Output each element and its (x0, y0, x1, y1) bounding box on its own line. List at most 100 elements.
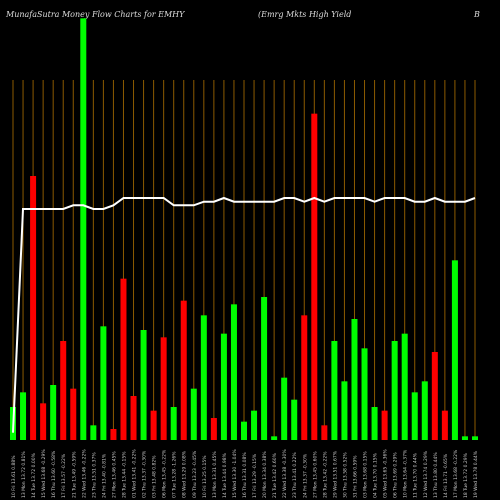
money-flow-bar (391, 341, 398, 440)
money-flow-bar (150, 410, 157, 440)
x-tick-label: 03 Fri 13.48 0.82% (152, 455, 158, 498)
money-flow-bar (401, 333, 408, 440)
x-tick-label: 05 Wed 13.65 -0.36% (383, 449, 389, 498)
money-flow-bar (40, 403, 47, 440)
money-flow-bar (271, 436, 278, 440)
x-tick-label: 22 Wed 13.46 -0.22% (81, 449, 87, 498)
money-flow-bars (10, 18, 478, 441)
money-flow-bar (321, 425, 328, 440)
x-tick-label: 13 Mon 13.72 0.81% (21, 451, 27, 498)
x-tick-label: 17 Fri 13.57 -0.22% (61, 453, 67, 498)
price-line-layer (12, 196, 476, 433)
x-tick-label: 16 Thu 13.31 0.08% (242, 452, 248, 498)
money-flow-bar (70, 388, 77, 440)
x-tick-label: 19 Wed 13.78 0.44% (473, 450, 479, 498)
x-tick-label: 23 Thu 13.41 0.22% (292, 452, 298, 498)
x-tick-label: 14 Fri 13.71 -0.65% (443, 453, 449, 498)
money-flow-bar (130, 396, 137, 440)
x-tick-label: 12 Wed 13.74 0.29% (423, 450, 429, 498)
money-flow-bar (351, 319, 358, 440)
x-tick-label: 10 Fri 13.25 0.15% (202, 455, 208, 498)
x-tick-label: 28 Tue 13.42 -0.22% (322, 451, 328, 498)
money-flow-bar (291, 399, 298, 440)
x-tick-label: 18 Tue 13.72 0.29% (463, 452, 469, 498)
x-tick-label: 29 Wed 13.51 0.67% (332, 450, 338, 498)
money-flow-bar (100, 326, 107, 440)
x-tick-label: 15 Wed 13.30 -1.04% (232, 449, 238, 498)
money-flow-bar (210, 418, 217, 440)
x-tick-label: 11 Tue 13.70 0.44% (413, 452, 419, 498)
money-flow-bar (301, 315, 308, 440)
chart-title-end: B (474, 10, 480, 19)
money-flow-bar (441, 410, 448, 440)
money-flow-bar (140, 330, 147, 440)
x-tick-label: 06 Mon 13.45 -0.22% (162, 449, 168, 498)
x-tick-label: 01 Wed 13.41 -0.22% (132, 449, 138, 498)
x-tick-label: 08 Wed 13.29 0.08% (182, 450, 188, 498)
money-flow-bar (411, 392, 418, 440)
x-tick-label: 27 Mon 13.45 0.60% (312, 451, 318, 498)
x-tick-label: 14 Tue 13.44 0.98% (222, 452, 228, 498)
money-flow-bar (110, 429, 117, 440)
money-flow-bar (30, 176, 37, 440)
money-flow-bar (311, 113, 318, 441)
money-flow-bar (461, 436, 468, 440)
money-flow-bar (241, 421, 247, 440)
x-tick-label: 09 Thu 13.23 -0.45% (192, 450, 198, 498)
x-tick-label: 10 Fri 13.61 0.88% (11, 455, 17, 498)
money-flow-bar (421, 381, 428, 440)
price-line (12, 196, 476, 433)
money-flow-bar (160, 337, 167, 440)
money-flow-bar (170, 407, 177, 440)
money-flow-bar (190, 388, 197, 440)
x-tick-label: 24 Fri 13.37 -0.30% (302, 453, 308, 498)
x-tick-label: 03 Mon 13.68 0.15% (363, 451, 369, 498)
money-flow-bar (281, 377, 288, 440)
x-tick-label: 06 Thu 13.69 0.29% (393, 452, 399, 498)
x-tick-label: 22 Wed 13.38 -0.30% (282, 449, 288, 498)
money-flow-bar (120, 278, 127, 440)
money-flow-bar (251, 410, 258, 440)
x-tick-label: 30 Thu 13.58 0.52% (342, 452, 348, 498)
money-flow-bar (180, 300, 187, 440)
x-tick-label: 04 Tue 13.70 0.15% (373, 452, 379, 498)
money-flow-bar (200, 315, 207, 440)
money-flow-bar (341, 381, 348, 440)
x-tick-label: 10 Mon 13.64 -0.37% (403, 449, 409, 498)
x-tick-label: 07 Tue 13.28 -1.26% (172, 451, 178, 498)
x-tick-label: 23 Thu 13.51 0.37% (91, 452, 97, 498)
chart-title: MunafaSutra Money Flow Charts for EMHY (6, 10, 185, 19)
money-flow-bar (431, 352, 438, 440)
money-flow-bar (50, 385, 57, 440)
x-tick-label: 13 Mon 13.31 0.45% (212, 451, 218, 498)
x-tick-label: 24 Fri 13.40 -0.81% (101, 453, 107, 498)
money-flow-bar (230, 304, 237, 440)
money-flow-bar (371, 407, 378, 440)
money-flow-bar (261, 297, 268, 440)
x-tick-label: 02 Thu 13.37 -0.30% (142, 450, 148, 498)
x-tick-label: 17 Fri 13.29 -0.15% (252, 453, 258, 498)
x-tick-label: 21 Tue 13.49 -0.59% (71, 451, 77, 498)
x-tick-label: 28 Tue 13.44 -0.15% (121, 451, 127, 498)
x-tick-label: 16 Thu 13.60 -0.58% (51, 450, 57, 498)
x-tick-label: 21 Tue 13.42 0.60% (272, 452, 278, 498)
money-flow-bar (472, 436, 478, 440)
money-flow-bar (381, 410, 388, 440)
money-flow-bar (451, 260, 458, 440)
money-flow-bar (60, 341, 67, 440)
x-tick-label: 14 Tue 13.72 0.00% (31, 452, 37, 498)
chart-header: MunafaSutra Money Flow Charts for EMHY (… (0, 0, 500, 20)
money-flow-bar (220, 333, 227, 440)
money-flow-bar (90, 425, 97, 440)
x-tick-label: 20 Mon 13.34 0.38% (262, 451, 268, 498)
money-flow-bar (331, 341, 338, 440)
chart-subtitle: (Emrg Mkts High Yield (258, 10, 352, 19)
x-tick-label: 31 Fri 13.66 0.59% (352, 455, 358, 498)
money-flow-bar (80, 18, 87, 440)
money-flow-bar (361, 348, 368, 440)
x-tick-label: 13 Thu 13.80 0.44% (433, 452, 439, 498)
x-tick-label: 27 Mon 13.46 0.45% (111, 451, 117, 498)
x-tick-label: 17 Mon 13.68 -0.22% (453, 449, 459, 498)
money-flow-bar (20, 392, 27, 440)
